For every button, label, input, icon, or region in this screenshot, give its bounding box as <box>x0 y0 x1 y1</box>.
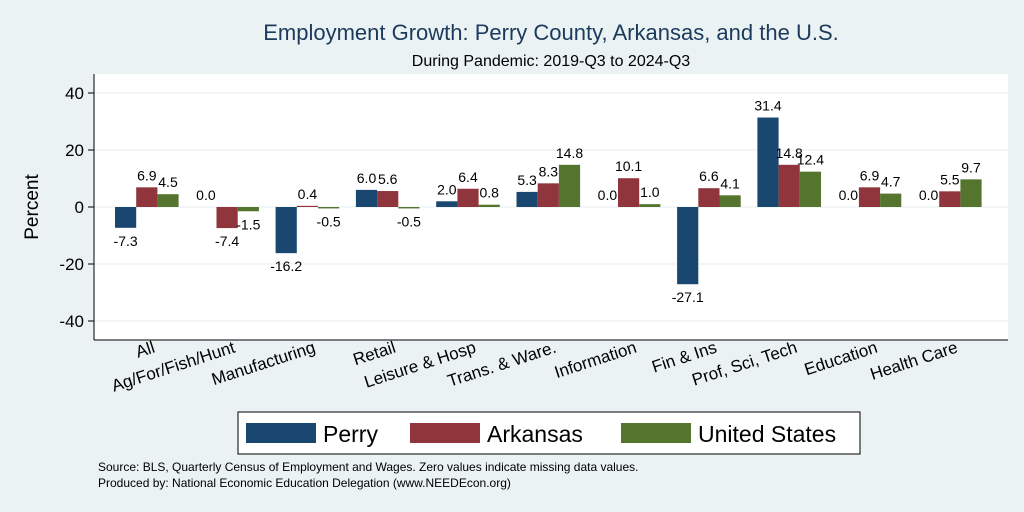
bar-arkansas-trans-ware <box>537 183 559 207</box>
bar-united-states-retail <box>398 207 420 209</box>
bar-perry-trans-ware <box>516 191 538 207</box>
data-label-perry-manufacturing: -16.2 <box>270 258 302 274</box>
bar-united-states-leisure-hosp <box>478 204 500 207</box>
data-label-united-states-retail: -0.5 <box>397 213 421 229</box>
bar-arkansas-leisure-hosp <box>457 188 479 207</box>
data-label-arkansas-manufacturing: 0.4 <box>298 186 318 202</box>
bar-perry-all <box>115 207 137 228</box>
legend-label-arkansas: Arkansas <box>487 421 583 447</box>
bar-united-states-all <box>157 194 179 207</box>
bar-united-states-ag-for-fish-hunt <box>237 207 259 212</box>
legend-box <box>237 411 861 455</box>
data-label-united-states-ag-for-fish-hunt: -1.5 <box>236 216 260 232</box>
bar-arkansas-retail <box>377 191 399 207</box>
y-tick-label-0: 40 <box>65 84 84 103</box>
data-label-arkansas-ag-for-fish-hunt: -7.4 <box>215 233 239 249</box>
bar-arkansas-prof-sci-tech <box>778 164 800 207</box>
bar-arkansas-fin-ins <box>698 188 720 207</box>
y-tick-label-1: 20 <box>65 141 84 160</box>
bar-arkansas-manufacturing <box>296 205 318 207</box>
bar-united-states-health-care <box>960 179 982 207</box>
data-label-perry-fin-ins: -27.1 <box>672 289 704 305</box>
source-note: Source: BLS, Quarterly Census of Employm… <box>98 460 638 474</box>
data-label-united-states-education: 4.7 <box>881 174 901 190</box>
x-tick-label-all: All <box>133 338 157 362</box>
legend-swatch-united-states <box>621 423 691 443</box>
data-label-arkansas-prof-sci-tech: 14.8 <box>776 145 803 161</box>
bar-perry-leisure-hosp <box>436 201 458 207</box>
data-label-perry-trans-ware: 5.3 <box>517 172 537 188</box>
y-tick-label-3: -20 <box>59 255 84 274</box>
data-label-perry-leisure-hosp: 2.0 <box>437 181 457 197</box>
data-label-perry-information: 0.0 <box>598 187 618 203</box>
data-label-perry-education: 0.0 <box>839 187 859 203</box>
data-label-united-states-leisure-hosp: 0.8 <box>479 185 499 201</box>
data-label-united-states-trans-ware: 14.8 <box>556 145 583 161</box>
legend-label-united-states: United States <box>698 421 836 447</box>
data-label-arkansas-all: 6.9 <box>137 167 157 183</box>
data-label-arkansas-retail: 5.6 <box>378 171 398 187</box>
data-label-arkansas-education: 6.9 <box>860 167 880 183</box>
chart-title: Employment Growth: Perry County, Arkansa… <box>263 20 839 45</box>
data-label-perry-prof-sci-tech: 31.4 <box>754 98 781 114</box>
bar-perry-prof-sci-tech <box>757 117 779 207</box>
data-label-perry-all: -7.3 <box>114 233 138 249</box>
bar-united-states-manufacturing <box>318 207 340 209</box>
data-label-united-states-all: 4.5 <box>158 174 178 190</box>
bar-perry-fin-ins <box>677 207 699 285</box>
x-tick-label-education: Education <box>802 338 880 379</box>
bar-perry-retail <box>355 189 378 207</box>
data-label-perry-retail: 6.0 <box>357 170 377 186</box>
x-tick-label-information: Information <box>552 338 639 382</box>
data-label-united-states-manufacturing: -0.5 <box>317 213 341 229</box>
data-label-united-states-prof-sci-tech: 12.4 <box>797 152 824 168</box>
produced-note: Produced by: National Economic Education… <box>98 476 511 490</box>
data-label-united-states-health-care: 9.7 <box>961 159 981 175</box>
bar-arkansas-education <box>858 187 881 207</box>
legend-swatch-arkansas <box>410 423 480 443</box>
chart-subtitle: During Pandemic: 2019-Q3 to 2024-Q3 <box>412 53 690 70</box>
bar-arkansas-ag-for-fish-hunt <box>216 207 238 229</box>
data-label-arkansas-health-care: 5.5 <box>940 171 960 187</box>
data-label-arkansas-trans-ware: 8.3 <box>539 163 559 179</box>
bar-united-states-prof-sci-tech <box>799 171 821 207</box>
bar-arkansas-health-care <box>939 191 961 207</box>
bar-perry-manufacturing <box>275 207 297 254</box>
bar-united-states-trans-ware <box>558 164 581 207</box>
data-label-arkansas-leisure-hosp: 6.4 <box>458 169 478 185</box>
bar-united-states-information <box>639 204 661 207</box>
data-label-perry-ag-for-fish-hunt: 0.0 <box>196 187 216 203</box>
data-label-arkansas-fin-ins: 6.6 <box>699 168 719 184</box>
x-tick-label-health-care: Health Care <box>868 338 960 384</box>
bar-arkansas-information <box>618 178 640 207</box>
data-label-perry-health-care: 0.0 <box>919 187 939 203</box>
data-label-united-states-fin-ins: 4.1 <box>720 175 740 191</box>
bar-arkansas-all <box>136 187 158 207</box>
bar-united-states-education <box>880 193 902 207</box>
y-tick-label-2: 0 <box>75 198 84 217</box>
data-label-united-states-information: 1.0 <box>640 184 660 200</box>
bar-united-states-fin-ins <box>719 195 741 207</box>
data-label-arkansas-information: 10.1 <box>615 158 642 174</box>
legend-label-perry: Perry <box>323 421 378 447</box>
y-axis-label: Percent <box>22 174 43 240</box>
legend-swatch-perry <box>246 423 316 443</box>
y-tick-label-4: -40 <box>59 312 84 331</box>
